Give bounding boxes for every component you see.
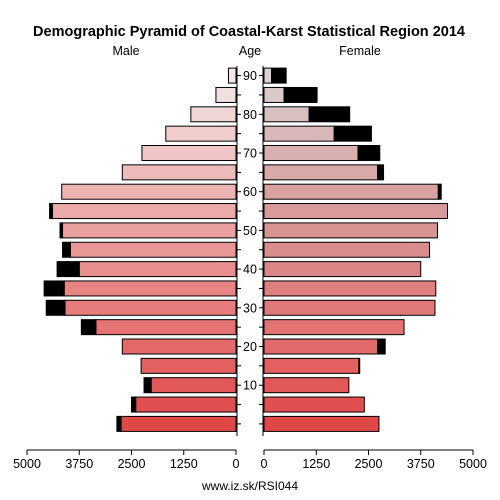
- x-tick-label: 5000: [13, 457, 41, 471]
- female-bar: [263, 338, 379, 355]
- chart-title: Demographic Pyramid of Coastal-Karst Sta…: [33, 24, 465, 40]
- male-excess-bar: [43, 280, 65, 297]
- female-bar: [263, 357, 360, 374]
- male-bar: [64, 299, 237, 316]
- x-tick-label: 1250: [302, 457, 330, 471]
- female-bar: [263, 125, 335, 142]
- x-tick-label: 3750: [407, 457, 435, 471]
- male-bar: [140, 357, 237, 374]
- female-excess-bar: [377, 338, 386, 355]
- male-bar: [95, 319, 237, 336]
- age-tick-label: 10: [243, 379, 257, 393]
- female-bar: [263, 377, 350, 394]
- x-tick-label: 0: [261, 457, 268, 471]
- bars-group: [43, 67, 449, 432]
- female-bar: [263, 164, 379, 181]
- female-bar: [263, 319, 405, 336]
- female-excess-bar: [271, 67, 287, 84]
- female-header: Female: [339, 44, 381, 58]
- female-bar: [263, 203, 449, 220]
- male-bar: [215, 86, 237, 103]
- male-bar: [190, 106, 237, 123]
- female-excess-bar: [333, 125, 372, 142]
- male-excess-bar: [80, 319, 97, 336]
- male-bar: [61, 183, 237, 200]
- male-bar: [150, 377, 237, 394]
- male-bar: [121, 164, 237, 181]
- axes-group: 5000 3750 2500 1250 0 0 1250 2500 3750 5000 10 20 30…: [13, 66, 487, 471]
- male-excess-bar: [45, 299, 66, 316]
- male-excess-bar: [62, 241, 71, 258]
- female-bar: [263, 67, 273, 84]
- female-bar: [263, 415, 380, 432]
- male-bar: [78, 261, 237, 278]
- x-tick-label: 0: [233, 457, 240, 471]
- male-bar: [63, 280, 237, 297]
- female-excess-bar: [283, 86, 318, 103]
- female-bar: [263, 222, 438, 239]
- female-excess-bar: [357, 145, 381, 161]
- female-excess-bar: [358, 357, 361, 374]
- female-excess-bar: [377, 164, 385, 181]
- female-bar: [263, 299, 436, 316]
- male-excess-bar: [49, 203, 53, 220]
- male-excess-bar: [59, 222, 64, 239]
- male-bar: [141, 145, 237, 161]
- age-tick-label: 40: [243, 263, 257, 277]
- age-tick-label: 20: [243, 340, 257, 354]
- age-tick-label: 80: [243, 108, 257, 122]
- female-bar: [263, 261, 422, 278]
- x-tick-label: 3750: [65, 457, 93, 471]
- male-excess-bar: [56, 261, 80, 278]
- female-bar: [263, 145, 359, 161]
- male-header: Male: [112, 44, 139, 58]
- female-bar: [263, 183, 439, 200]
- x-tick-label: 2500: [118, 457, 146, 471]
- female-bar: [263, 396, 365, 413]
- x-tick-label: 2500: [355, 457, 383, 471]
- age-tick-label: 60: [243, 185, 257, 199]
- female-excess-bar: [308, 106, 351, 123]
- x-tick-label: 5000: [459, 457, 487, 471]
- female-excess-bar: [437, 183, 442, 200]
- male-excess-bar: [116, 415, 122, 432]
- female-bar: [263, 86, 285, 103]
- age-tick-label: 50: [243, 224, 257, 238]
- male-excess-bar: [131, 396, 137, 413]
- female-bar: [263, 241, 431, 258]
- male-bar: [120, 415, 237, 432]
- male-bar: [227, 67, 237, 84]
- age-tick-label: 30: [243, 301, 257, 315]
- male-bar: [165, 125, 237, 142]
- female-bar: [263, 106, 310, 123]
- footer-url: www.iz.sk/RSI044: [201, 479, 298, 493]
- x-tick-label: 1250: [170, 457, 198, 471]
- age-tick-label: 70: [243, 147, 257, 161]
- age-tick-label: 90: [243, 69, 257, 83]
- male-bar: [121, 338, 237, 355]
- male-bar: [51, 203, 237, 220]
- age-header: Age: [239, 44, 261, 58]
- male-bar: [69, 241, 237, 258]
- male-bar: [135, 396, 237, 413]
- male-bar: [62, 222, 237, 239]
- male-excess-bar: [143, 377, 152, 394]
- female-bar: [263, 280, 437, 297]
